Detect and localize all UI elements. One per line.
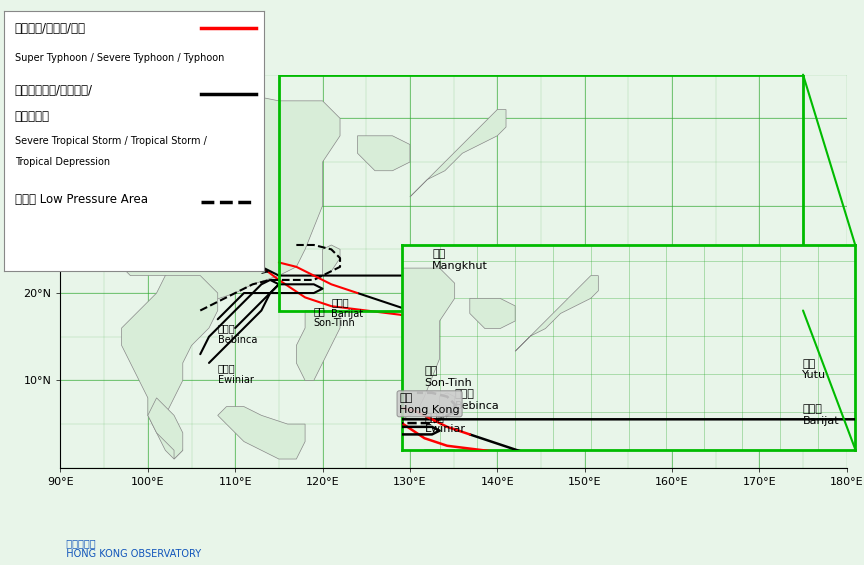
Polygon shape: [515, 276, 599, 351]
Polygon shape: [296, 311, 340, 380]
Text: 山神
Son-Tinh: 山神 Son-Tinh: [424, 366, 473, 388]
Polygon shape: [470, 298, 515, 329]
Polygon shape: [289, 525, 319, 565]
Text: 百里嘉
Barijat: 百里嘉 Barijat: [803, 404, 839, 426]
Polygon shape: [358, 136, 410, 171]
Text: 山竹
Mangkhut: 山竹 Mangkhut: [672, 393, 721, 415]
Text: 百里嘉
Barijat: 百里嘉 Barijat: [331, 297, 364, 319]
Text: 玉兔
Yutu: 玉兔 Yutu: [803, 359, 827, 380]
Polygon shape: [322, 245, 340, 276]
Bar: [279, 75, 803, 311]
Polygon shape: [410, 110, 506, 197]
Text: Severe Tropical Storm / Tropical Storm /: Severe Tropical Storm / Tropical Storm /: [15, 136, 206, 146]
Polygon shape: [440, 393, 454, 419]
Polygon shape: [60, 92, 340, 302]
Text: 香港
Hong Kong: 香港 Hong Kong: [399, 393, 460, 415]
Text: 強烈熱帶風暴/熱帶風暴/: 強烈熱帶風暴/熱帶風暴/: [15, 84, 92, 97]
Text: 超強颱風/強颱風/颱風: 超強颱風/強颱風/颱風: [15, 21, 86, 34]
Polygon shape: [122, 276, 218, 459]
Text: 貝碧嘉
Bebinca: 貝碧嘉 Bebinca: [454, 389, 499, 411]
Polygon shape: [213, 260, 454, 442]
Text: 山竹
Mangkhut: 山竹 Mangkhut: [432, 249, 488, 271]
Text: 玉兔
Yutu: 玉兔 Yutu: [637, 407, 658, 428]
Text: Tropical Depression: Tropical Depression: [15, 157, 110, 167]
Text: 香港天文台
  HONG KONG OBSERVATORY: 香港天文台 HONG KONG OBSERVATORY: [60, 538, 201, 559]
Text: Super Typhoon / Severe Typhoon / Typhoon: Super Typhoon / Severe Typhoon / Typhoon: [15, 53, 224, 63]
Text: 山神
Son-Tinh: 山神 Son-Tinh: [314, 306, 356, 328]
Polygon shape: [417, 450, 454, 510]
Text: 低壓區 Low Pressure Area: 低壓區 Low Pressure Area: [15, 193, 148, 206]
Polygon shape: [218, 407, 305, 459]
Text: 艾雲尼
Ewiniar: 艾雲尼 Ewiniar: [218, 363, 254, 385]
Text: 熱帶低氣壓: 熱帶低氣壓: [15, 110, 50, 123]
Text: 香港
Hong Kong: 香港 Hong Kong: [83, 230, 143, 251]
Polygon shape: [266, 419, 349, 565]
Text: 貝碧嘉
Bebinca: 貝碧嘉 Bebinca: [218, 324, 257, 345]
Polygon shape: [148, 398, 183, 459]
Text: 艾雲尼
Ewiniar: 艾雲尼 Ewiniar: [424, 413, 466, 434]
Polygon shape: [349, 533, 424, 565]
